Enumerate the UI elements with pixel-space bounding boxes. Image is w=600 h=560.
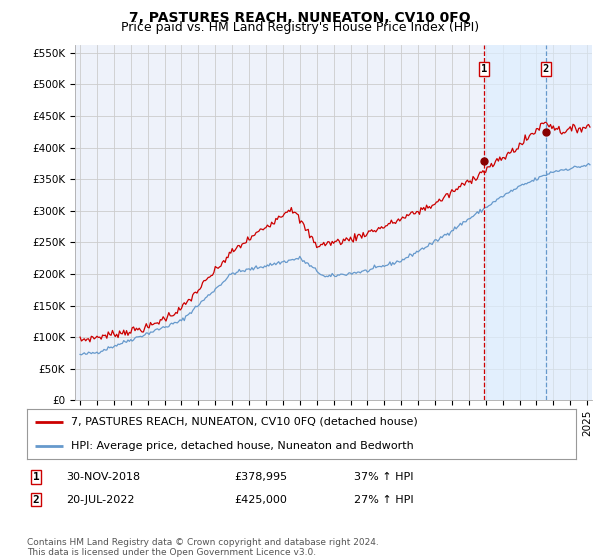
Text: HPI: Average price, detached house, Nuneaton and Bedworth: HPI: Average price, detached house, Nune…	[71, 441, 413, 451]
Text: 7, PASTURES REACH, NUNEATON, CV10 0FQ (detached house): 7, PASTURES REACH, NUNEATON, CV10 0FQ (d…	[71, 417, 418, 427]
Text: £425,000: £425,000	[234, 494, 287, 505]
Text: Price paid vs. HM Land Registry's House Price Index (HPI): Price paid vs. HM Land Registry's House …	[121, 21, 479, 34]
Text: £378,995: £378,995	[234, 472, 287, 482]
Text: Contains HM Land Registry data © Crown copyright and database right 2024.
This d: Contains HM Land Registry data © Crown c…	[27, 538, 379, 557]
Text: 30-NOV-2018: 30-NOV-2018	[66, 472, 140, 482]
Text: 1: 1	[481, 64, 487, 74]
Bar	[484, 45, 546, 400]
Text: 27% ↑ HPI: 27% ↑ HPI	[354, 494, 413, 505]
Text: 20-JUL-2022: 20-JUL-2022	[66, 494, 134, 505]
Bar	[546, 45, 592, 400]
Text: 37% ↑ HPI: 37% ↑ HPI	[354, 472, 413, 482]
Text: 2: 2	[32, 494, 40, 505]
Text: 7, PASTURES REACH, NUNEATON, CV10 0FQ: 7, PASTURES REACH, NUNEATON, CV10 0FQ	[129, 11, 471, 25]
Text: 1: 1	[32, 472, 40, 482]
Text: 2: 2	[542, 64, 549, 74]
